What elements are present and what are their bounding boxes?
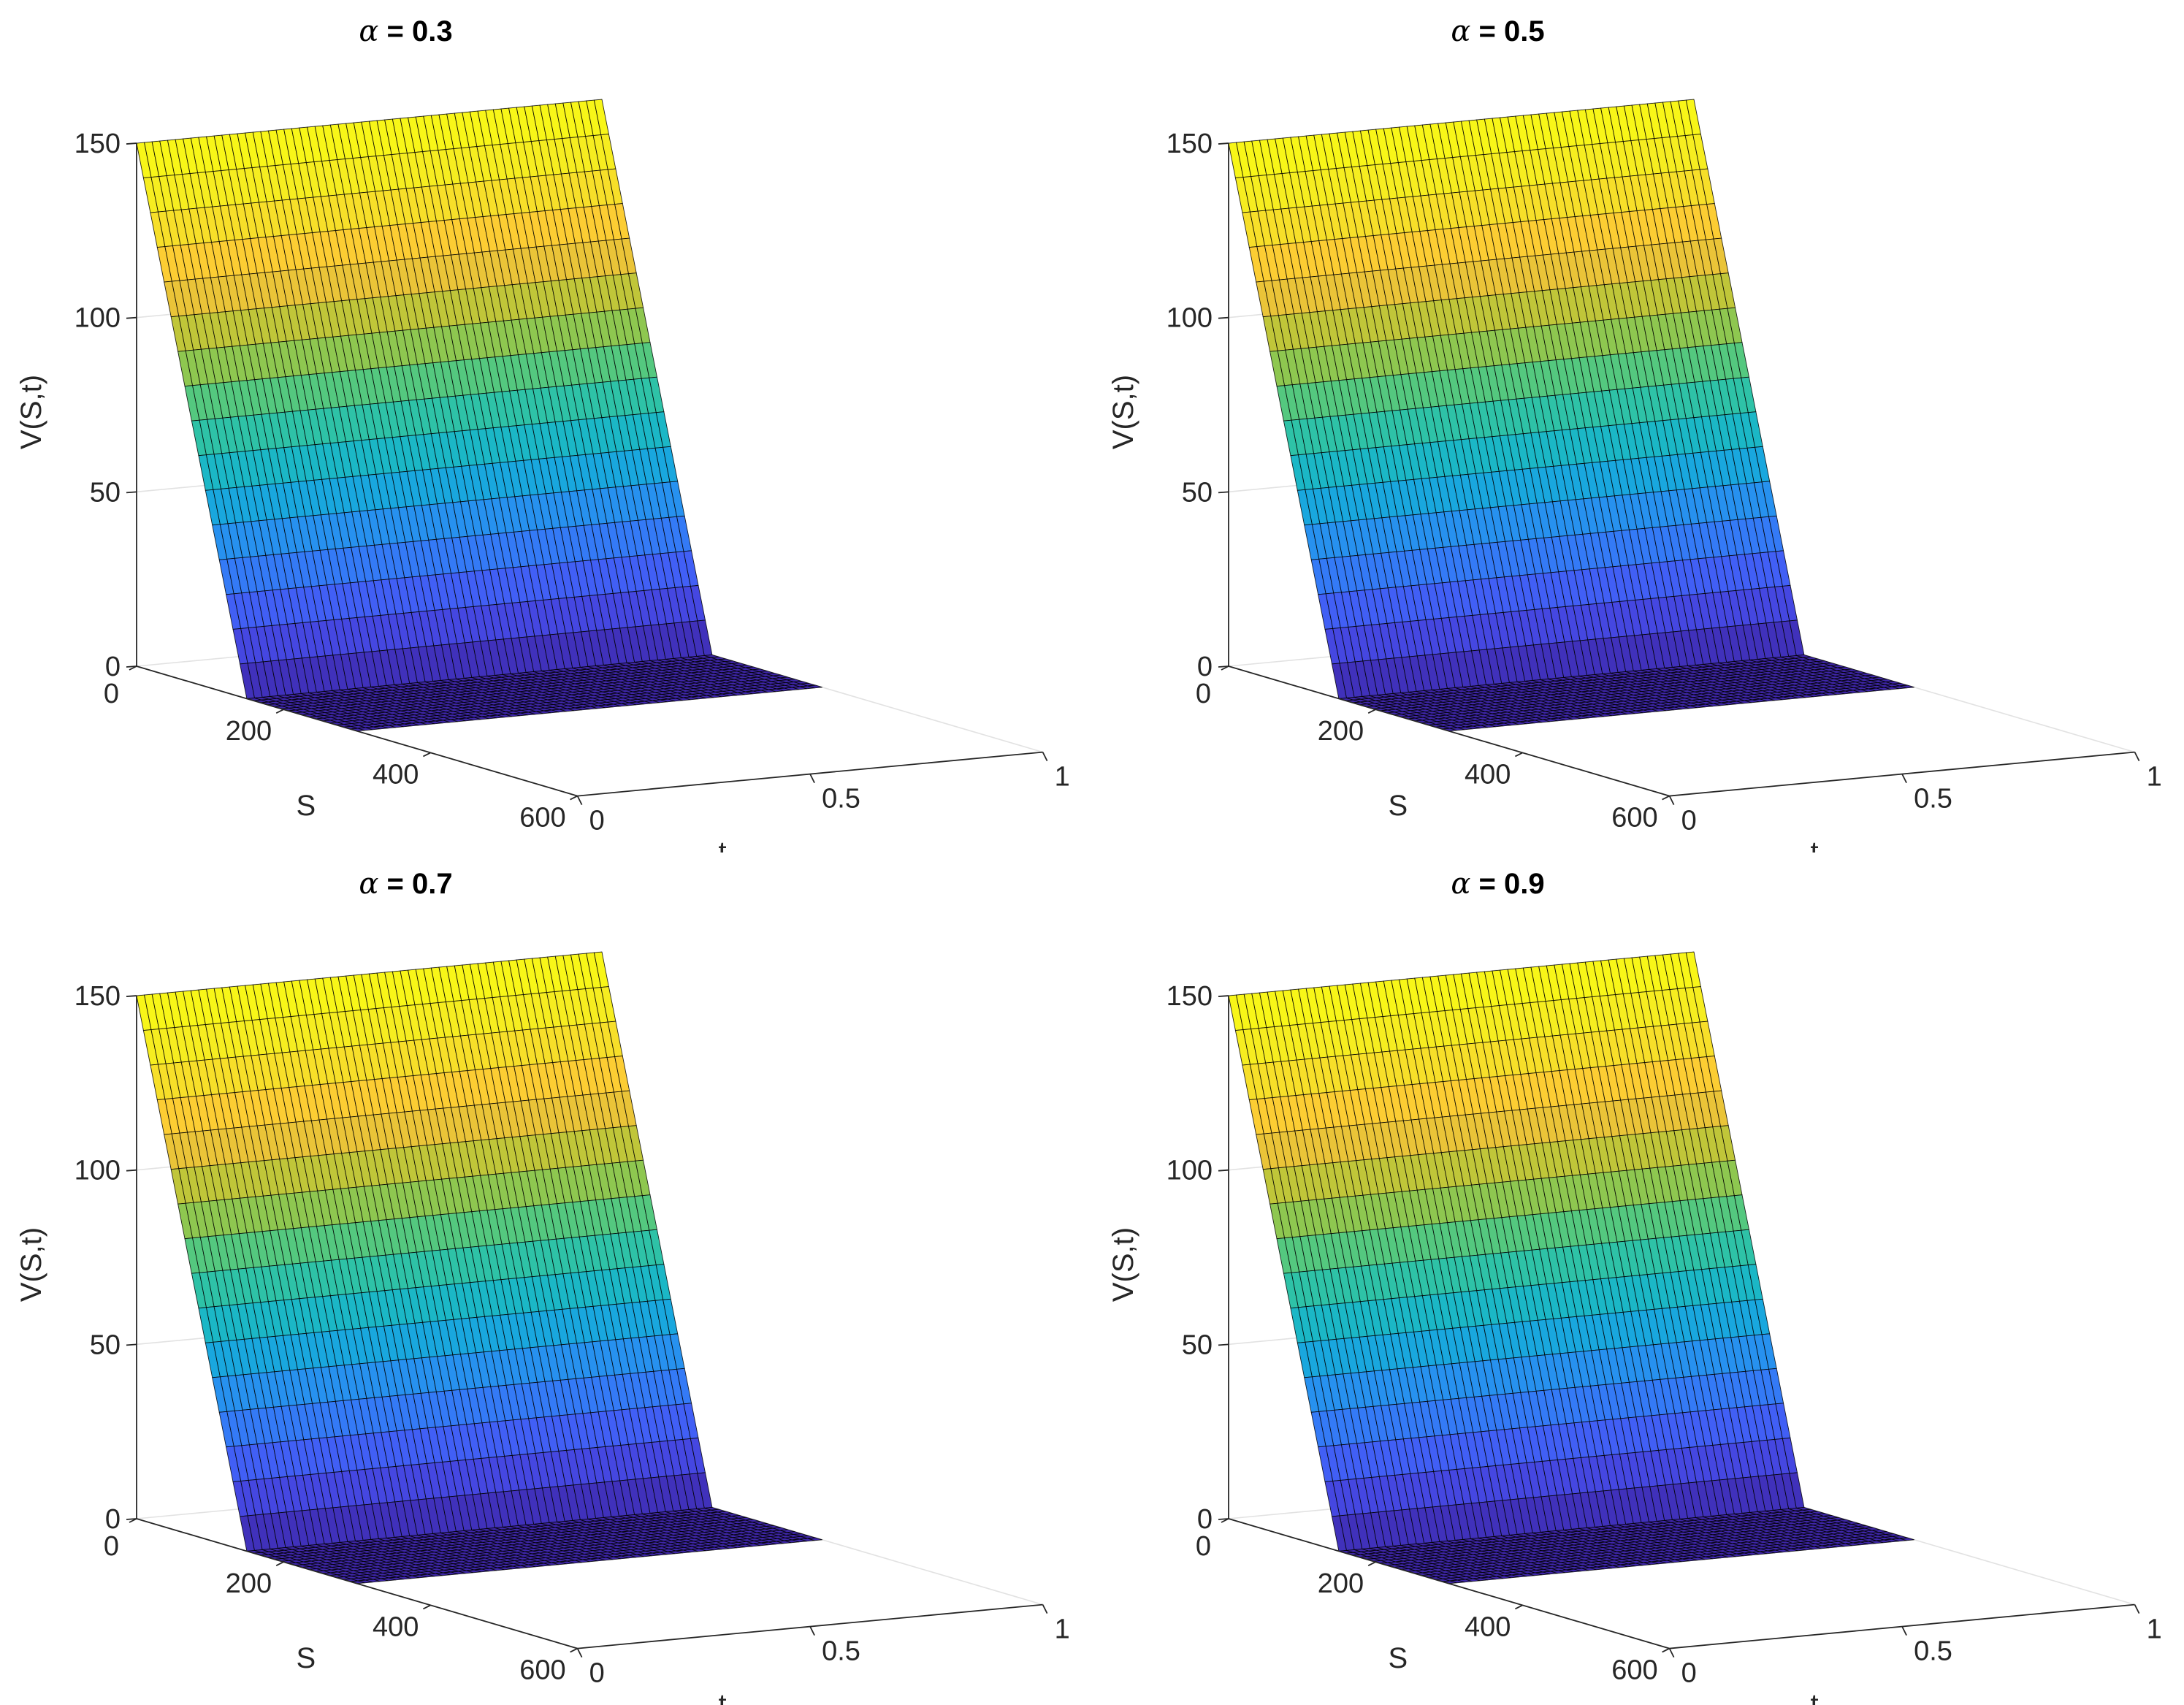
title-value: = 0.5 <box>1470 15 1544 47</box>
tick-labels: 0 50 100 150 0 200 400 600 1 0.5 0 <box>1167 129 2162 836</box>
title-symbol: α <box>359 15 378 48</box>
z-tick-label: 0 <box>1197 652 1213 682</box>
x-tick-mark <box>1221 665 1229 671</box>
z-tick-mark <box>126 142 137 145</box>
y-tick-label: 1 <box>2147 762 2162 793</box>
x-axis-label: S <box>1388 790 1408 822</box>
z-tick-label: 150 <box>75 129 121 159</box>
tick-labels: 0 50 100 150 0 200 400 600 1 0.5 0 <box>75 129 1070 836</box>
x-tick-label: 0 <box>104 679 119 709</box>
x-axis-label: S <box>296 790 316 822</box>
z-tick-label: 150 <box>1167 129 1213 159</box>
x-tick-label: 600 <box>1611 803 1657 834</box>
x-tick-label: 200 <box>226 716 272 747</box>
surface-mesh <box>136 99 822 732</box>
x-tick-label: 400 <box>373 759 419 790</box>
x-axis-line <box>1228 665 1670 797</box>
y-tick-mark <box>809 774 815 784</box>
z-tick-label: 0 <box>105 652 121 682</box>
chart-title: α = 0.5 <box>1451 15 1544 48</box>
surface-mesh <box>136 951 822 1584</box>
z-tick-label: 100 <box>1167 303 1213 334</box>
z-tick-mark <box>126 316 137 319</box>
x-tick-mark <box>570 795 579 801</box>
surface-cell <box>1899 684 1914 689</box>
x-tick-mark <box>1662 795 1671 801</box>
y-tick-mark <box>576 796 583 806</box>
y-tick-mark <box>1042 752 1048 762</box>
x-tick-mark <box>422 752 431 758</box>
z-tick-label: 50 <box>90 477 121 508</box>
surface-plot-1: 0 50 100 150 0 200 400 600 1 0.5 0 V(S,t) St α = 0.3 <box>15 15 1070 852</box>
z-axis-label: V(S,t) <box>15 375 47 449</box>
axis-labels: V(S,t) St <box>1107 375 1819 852</box>
y-tick-mark <box>2134 752 2140 762</box>
x-tick-label: 200 <box>1318 716 1364 747</box>
y-axis-label: t <box>719 836 727 852</box>
y-axis-label: t <box>1811 836 1819 852</box>
title-symbol: α <box>1451 15 1470 48</box>
z-tick-label: 50 <box>1182 477 1213 508</box>
axis-labels: V(S,t) St <box>15 375 727 852</box>
y-tick-label: 0 <box>1681 806 1697 836</box>
x-axis-line <box>136 665 578 797</box>
title-value: = 0.3 <box>378 15 452 47</box>
surface-cell <box>807 684 822 689</box>
surface-plot-2: 0 50 100 150 0 200 400 600 1 0.5 0 V(S,t) St α = 0.5 <box>1107 15 2162 852</box>
y-tick-mark <box>1668 796 1675 806</box>
z-tick-label: 100 <box>75 303 121 334</box>
y-tick-mark <box>1901 774 1907 784</box>
x-tick-mark <box>1367 709 1376 714</box>
x-tick-mark <box>129 665 137 671</box>
z-axis-label: V(S,t) <box>1107 375 1139 449</box>
y-tick-label: 1 <box>1055 762 1070 793</box>
z-tick-mark <box>1218 316 1229 319</box>
x-tick-mark <box>1514 752 1523 758</box>
chart-title: α = 0.3 <box>359 15 452 48</box>
x-tick-label: 0 <box>1196 679 1211 709</box>
z-tick-mark <box>1218 142 1229 145</box>
y-tick-label: 0.5 <box>1914 784 1952 815</box>
surface-mesh <box>1228 99 1914 732</box>
x-tick-label: 600 <box>519 803 565 834</box>
y-tick-label: 0 <box>589 806 605 836</box>
y-tick-label: 0.5 <box>822 784 860 815</box>
x-tick-label: 400 <box>1465 759 1511 790</box>
x-tick-mark <box>275 709 284 714</box>
